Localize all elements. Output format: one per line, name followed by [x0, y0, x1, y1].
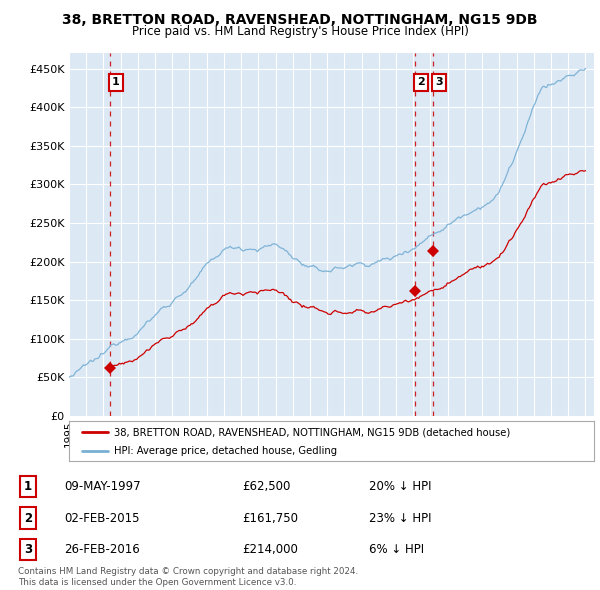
Text: 1: 1 [112, 77, 119, 87]
Text: This data is licensed under the Open Government Licence v3.0.: This data is licensed under the Open Gov… [18, 578, 296, 586]
Text: 2: 2 [24, 512, 32, 525]
Text: 20% ↓ HPI: 20% ↓ HPI [369, 480, 431, 493]
Text: £214,000: £214,000 [242, 543, 298, 556]
Text: £62,500: £62,500 [242, 480, 291, 493]
Text: HPI: Average price, detached house, Gedling: HPI: Average price, detached house, Gedl… [113, 447, 337, 456]
Text: Contains HM Land Registry data © Crown copyright and database right 2024.: Contains HM Land Registry data © Crown c… [18, 567, 358, 576]
Text: 26-FEB-2016: 26-FEB-2016 [64, 543, 140, 556]
Text: 3: 3 [436, 77, 443, 87]
Text: 6% ↓ HPI: 6% ↓ HPI [369, 543, 424, 556]
Text: 23% ↓ HPI: 23% ↓ HPI [369, 512, 431, 525]
Text: 2: 2 [417, 77, 425, 87]
Text: 09-MAY-1997: 09-MAY-1997 [64, 480, 140, 493]
Text: Price paid vs. HM Land Registry's House Price Index (HPI): Price paid vs. HM Land Registry's House … [131, 25, 469, 38]
Text: 38, BRETTON ROAD, RAVENSHEAD, NOTTINGHAM, NG15 9DB (detached house): 38, BRETTON ROAD, RAVENSHEAD, NOTTINGHAM… [113, 428, 510, 438]
Text: 1: 1 [24, 480, 32, 493]
Text: 3: 3 [24, 543, 32, 556]
Text: £161,750: £161,750 [242, 512, 298, 525]
Text: 02-FEB-2015: 02-FEB-2015 [64, 512, 139, 525]
Text: 38, BRETTON ROAD, RAVENSHEAD, NOTTINGHAM, NG15 9DB: 38, BRETTON ROAD, RAVENSHEAD, NOTTINGHAM… [62, 13, 538, 27]
